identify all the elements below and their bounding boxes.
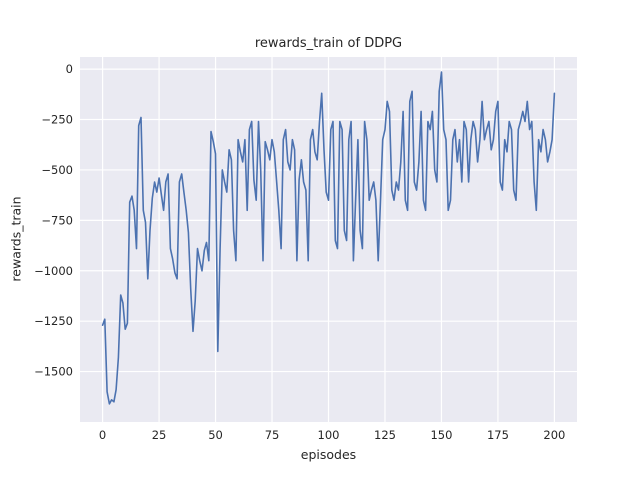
y-tick-label: 0 [66, 62, 73, 76]
x-tick-label: 125 [374, 428, 396, 442]
x-tick-label: 150 [430, 428, 452, 442]
y-tick-label: −1250 [34, 314, 73, 328]
x-tick-label: 25 [152, 428, 167, 442]
x-tick-label: 75 [265, 428, 280, 442]
y-axis-label: rewards_train [8, 196, 24, 282]
x-tick-label: 100 [318, 428, 340, 442]
y-tick-label: −1000 [34, 264, 73, 278]
chart-title: rewards_train of DDPG [254, 36, 403, 51]
x-tick-label: 175 [487, 428, 509, 442]
y-tick-label: −1500 [34, 365, 73, 379]
y-tick-label: −500 [41, 163, 73, 177]
x-axis-label: episodes [300, 447, 357, 462]
y-tick-label: −750 [41, 213, 73, 227]
x-tick-label: 200 [543, 428, 565, 442]
y-tick-label: −250 [41, 113, 73, 127]
series-line-rewards-train [101, 71, 556, 405]
x-tick-label: 0 [99, 428, 106, 442]
x-tick-label: 50 [208, 428, 223, 442]
